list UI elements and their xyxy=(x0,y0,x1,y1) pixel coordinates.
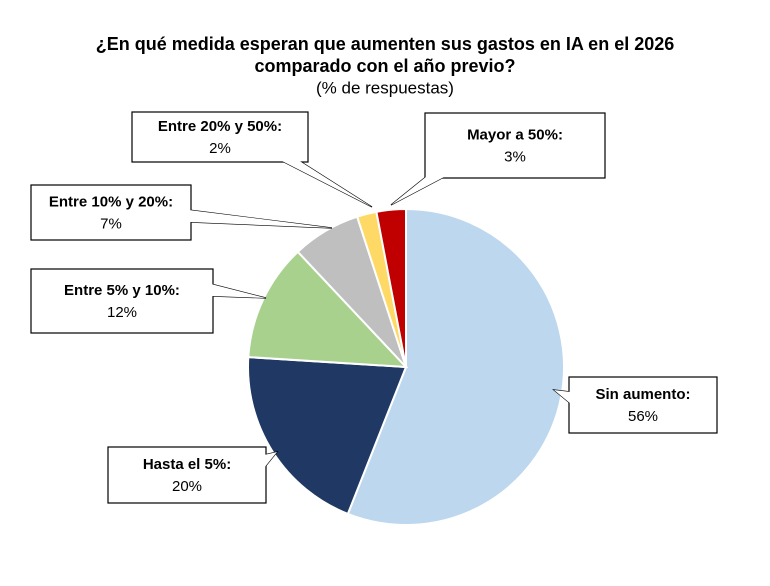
pie-slice xyxy=(247,356,408,516)
callout-box xyxy=(107,446,267,504)
callout-box xyxy=(568,376,718,434)
legend-label: Entre 20% y 50%: xyxy=(158,118,282,135)
chart-subtitle: (% de respuestas) xyxy=(316,78,454,97)
data-label: 56% xyxy=(628,408,658,425)
legend-label: Hasta el 5%: xyxy=(143,456,231,473)
legend-label: Sin aumento: xyxy=(595,386,690,403)
callout-tail-join xyxy=(280,160,372,207)
chart-title: comparado con el año previo? xyxy=(254,56,515,76)
chart-title: ¿En qué medida esperan que aumenten sus … xyxy=(96,34,675,54)
legend-label: Mayor a 50%: xyxy=(467,126,563,143)
data-label: 12% xyxy=(107,304,137,321)
callout-box xyxy=(30,268,214,334)
callout-tail-join xyxy=(189,210,332,228)
callout-tail-join xyxy=(391,176,446,205)
legend-label: Entre 5% y 10%: xyxy=(64,282,180,299)
callout-box xyxy=(424,112,606,179)
pie-slice xyxy=(247,250,409,369)
callout-box xyxy=(131,111,309,163)
data-label: 3% xyxy=(504,148,526,165)
pie-slice xyxy=(375,207,407,368)
data-label: 2% xyxy=(209,140,231,157)
data-label: 7% xyxy=(100,215,122,232)
data-label: 20% xyxy=(172,478,202,495)
callout-tail-join xyxy=(211,284,266,298)
callout-box xyxy=(30,184,192,241)
callout-tail-join xyxy=(554,390,571,404)
legend-label: Entre 10% y 20%: xyxy=(49,193,173,210)
callout-tail-join xyxy=(264,452,277,468)
